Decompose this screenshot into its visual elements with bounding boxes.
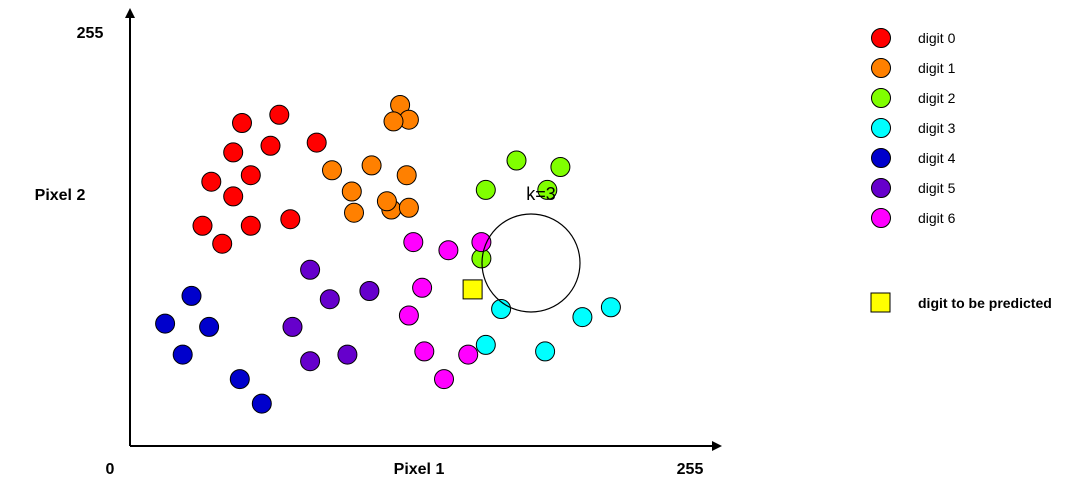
legend-label: digit 4 bbox=[918, 150, 956, 166]
series-digit-5 bbox=[282, 259, 380, 372]
legend-marker bbox=[871, 58, 891, 78]
data-points bbox=[155, 95, 621, 414]
data-point bbox=[155, 313, 176, 334]
data-point bbox=[300, 259, 321, 280]
series-digit-3 bbox=[475, 297, 621, 362]
data-point bbox=[506, 150, 527, 171]
legend-marker bbox=[871, 28, 891, 48]
data-point bbox=[280, 209, 301, 230]
data-point bbox=[260, 135, 281, 156]
series-digit-6 bbox=[398, 232, 492, 390]
data-point bbox=[201, 171, 222, 192]
data-point bbox=[223, 186, 244, 207]
data-point bbox=[319, 289, 340, 310]
y-max-label: 255 bbox=[77, 25, 104, 42]
data-point bbox=[359, 281, 380, 301]
data-point bbox=[383, 111, 404, 132]
legend-item-query: digit to be predicted bbox=[870, 292, 1052, 313]
series-digit-1 bbox=[322, 95, 419, 223]
data-point bbox=[600, 297, 621, 318]
data-point bbox=[475, 179, 496, 200]
legend-marker bbox=[871, 118, 891, 138]
data-point bbox=[398, 197, 419, 218]
y-axis-label: Pixel 2 bbox=[35, 187, 86, 204]
data-point bbox=[414, 341, 435, 362]
data-point bbox=[396, 165, 417, 186]
legend-item: digit 2 bbox=[871, 88, 956, 108]
data-point bbox=[199, 316, 220, 337]
x-axis-label: Pixel 1 bbox=[394, 461, 445, 478]
legend-label: digit 6 bbox=[918, 210, 956, 226]
x-max-label: 255 bbox=[677, 461, 704, 478]
legend: digit 0 digit 1 digit 2 digit 3 digit 4 digit… bbox=[870, 28, 1052, 313]
data-point bbox=[212, 233, 233, 254]
legend-label: digit 5 bbox=[918, 180, 956, 196]
legend-item: digit 4 bbox=[871, 148, 956, 168]
query-point-layer bbox=[462, 279, 483, 300]
legend-label: digit 2 bbox=[918, 90, 956, 106]
legend-marker-query bbox=[870, 292, 891, 313]
legend-label: digit 3 bbox=[918, 120, 956, 136]
legend-marker bbox=[871, 178, 891, 198]
legend-item: digit 6 bbox=[871, 208, 956, 228]
legend-marker bbox=[871, 88, 891, 108]
data-point bbox=[240, 165, 261, 186]
data-point bbox=[192, 215, 213, 236]
data-point bbox=[403, 232, 424, 253]
data-point bbox=[223, 142, 244, 163]
legend-item: digit 5 bbox=[871, 178, 956, 198]
data-point bbox=[300, 351, 321, 372]
data-point bbox=[240, 215, 261, 236]
series-digit-2 bbox=[471, 150, 571, 269]
data-point bbox=[251, 393, 272, 414]
data-point bbox=[572, 307, 593, 328]
data-point bbox=[181, 285, 202, 306]
data-point bbox=[537, 179, 558, 200]
legend-label: digit 0 bbox=[918, 30, 956, 46]
legend-item: digit 1 bbox=[871, 58, 956, 78]
data-point bbox=[322, 160, 342, 181]
data-point bbox=[282, 316, 303, 337]
data-point bbox=[471, 232, 492, 253]
data-point bbox=[269, 104, 290, 125]
origin-label: 0 bbox=[106, 461, 115, 478]
knn-k-label: k=3 bbox=[526, 184, 556, 204]
legend-marker bbox=[871, 208, 891, 228]
data-point bbox=[344, 202, 364, 223]
series-digit-0 bbox=[192, 104, 327, 254]
data-point bbox=[172, 344, 193, 365]
data-point bbox=[398, 305, 419, 326]
data-point bbox=[341, 181, 362, 202]
data-point bbox=[412, 277, 433, 298]
data-point bbox=[232, 113, 252, 133]
data-point bbox=[306, 132, 327, 153]
data-point bbox=[337, 344, 358, 365]
legend-item: digit 3 bbox=[871, 118, 956, 138]
data-point bbox=[229, 369, 250, 390]
legend-label-query: digit to be predicted bbox=[918, 295, 1052, 311]
series-digit-4 bbox=[155, 285, 272, 414]
data-point bbox=[475, 334, 496, 355]
knn-neighborhood-circle bbox=[481, 213, 581, 313]
legend-marker bbox=[871, 148, 891, 168]
data-point bbox=[458, 344, 479, 365]
query-point bbox=[462, 279, 483, 300]
data-point bbox=[376, 191, 397, 212]
data-point bbox=[434, 369, 454, 390]
legend-label: digit 1 bbox=[918, 60, 956, 76]
legend-item: digit 0 bbox=[871, 28, 956, 48]
data-point bbox=[438, 240, 459, 261]
data-point bbox=[491, 299, 512, 319]
data-point bbox=[535, 341, 556, 362]
data-point bbox=[361, 155, 382, 176]
data-point bbox=[550, 157, 571, 177]
